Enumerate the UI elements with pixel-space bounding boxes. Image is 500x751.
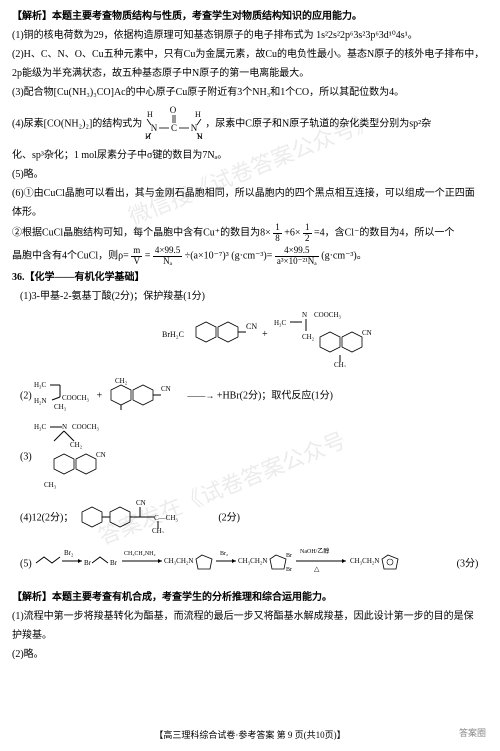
corner-tag: 答案圈 bbox=[459, 726, 486, 741]
text-fragment: (4)尿素[CO(NH₂)₂]的结构式为 bbox=[12, 118, 142, 129]
reagent-label: Br₂ bbox=[64, 549, 74, 557]
text-fragment: (3) bbox=[20, 451, 32, 462]
text-fragment: (5) bbox=[20, 558, 32, 569]
svg-text:H₃C: H₃C bbox=[34, 423, 46, 431]
text-line: (1)流程中第一步将羧基转化为酯基，而流程的最后一步又将酯基水解成羧基，因此设计… bbox=[12, 608, 488, 625]
fraction: 4×99.5a³×10⁻²¹Nₐ bbox=[275, 246, 319, 267]
fraction: 18 bbox=[273, 223, 282, 244]
chemical-structure-row: BrH₂C CN + H₃C N COOCH₃ CH₂ CN CH₃ bbox=[12, 307, 488, 373]
text-fragment: =4，含Cl⁻的数目为4，所以一个 bbox=[314, 228, 454, 239]
organic-structure: BrH₂C CN + H₃C N COOCH₃ CH₂ CN CH₃ bbox=[162, 307, 422, 367]
text-fragment: + bbox=[97, 390, 103, 401]
text-fragment: (4)12(2分)； bbox=[20, 512, 73, 523]
svg-text:CH₃: CH₃ bbox=[54, 403, 67, 411]
organic-structure: CN C—CH₃ CH₃ bbox=[76, 497, 216, 539]
text-line: (6)①由CuCl晶胞可以看出，其与金刚石晶胞相同，所以晶胞内的四个黑点相互连接… bbox=[12, 185, 488, 202]
text-line: 护羧基。 bbox=[12, 627, 488, 644]
text-fragment: (3分) bbox=[457, 558, 479, 569]
text-line: (1)铜的核电荷数为29，依据构造原理可知基态铜原子的电子排布式为 1s²2s²… bbox=[12, 27, 488, 44]
svg-text:Br: Br bbox=[84, 559, 92, 567]
svg-text:NaOH/乙醇: NaOH/乙醇 bbox=[300, 547, 329, 555]
text-line: (2)略。 bbox=[12, 646, 488, 663]
page-footer: 【高三理科综合试卷·参考答案 第 9 页(共10页)】 bbox=[0, 728, 500, 743]
svg-text:N: N bbox=[151, 123, 158, 133]
svg-text:CH₃CH₂N: CH₃CH₂N bbox=[350, 557, 379, 565]
svg-text:+: + bbox=[262, 329, 268, 340]
text-line: ②根据CuCl晶胞结构可知，每个晶胞中含有Cu⁺的数目为8× 18 +6× 12… bbox=[12, 223, 488, 244]
analysis-header: 【解析】本题主要考查有机合成，考查学生的分析推理和综合运用能力。 bbox=[12, 589, 488, 606]
text-fragment: ，尿素中C原子和N原子轨道的杂化类型分别为sp²杂 bbox=[205, 118, 431, 129]
fraction: 12 bbox=[303, 223, 312, 244]
svg-text:H: H bbox=[197, 132, 203, 139]
svg-text:Br: Br bbox=[286, 553, 292, 559]
svg-text:CN: CN bbox=[161, 385, 171, 393]
svg-text:O: O bbox=[170, 105, 177, 115]
svg-text:CH₃: CH₃ bbox=[334, 361, 347, 367]
svg-text:COOCH₃: COOCH₃ bbox=[72, 423, 100, 431]
answer-line: (1)3-甲基-2-氨基丁酸(2分)；保护羧基(1分) bbox=[12, 288, 488, 305]
svg-text:CH₂: CH₂ bbox=[70, 441, 83, 449]
text-line: (5)略。 bbox=[12, 166, 488, 183]
text-fragment: (g·cm⁻³)= bbox=[231, 250, 272, 261]
answer-line: (3) H₃C N COOCH₃ CH₂ CN CH₃ bbox=[12, 419, 488, 495]
svg-text:CN: CN bbox=[136, 499, 146, 507]
text-fragment: (g·cm⁻³)。 bbox=[321, 250, 366, 261]
text-line: (2)H、C、N、O、Cu五种元素中，只有Cu为金属元素，故Cu的电负性最小。基… bbox=[12, 46, 488, 63]
answer-line: (5) Br₂ Br Br CH₃CH₂NH₂ CH₃CH₂N Br₂ CH₃C… bbox=[12, 541, 488, 587]
svg-text:H₃C: H₃C bbox=[274, 319, 286, 327]
svg-text:CN: CN bbox=[96, 451, 106, 459]
text-line: 化、sp³杂化；1 mol尿素分子中σ键的数目为7Nₐ。 bbox=[12, 147, 488, 164]
svg-text:H₃C: H₃C bbox=[34, 381, 46, 389]
svg-text:CH₃CH₂NH₂: CH₃CH₂NH₂ bbox=[124, 551, 156, 557]
svg-text:COOCH₃: COOCH₃ bbox=[62, 394, 90, 402]
analysis-header: 【解析】本题主要考查物质结构与性质，考查学生对物质结构知识的应用能力。 bbox=[12, 8, 488, 25]
svg-text:N: N bbox=[302, 311, 307, 319]
text-fragment: +6× bbox=[284, 228, 300, 239]
svg-text:CN: CN bbox=[362, 329, 372, 337]
svg-text:△: △ bbox=[314, 565, 320, 573]
svg-text:CH₃: CH₃ bbox=[44, 481, 57, 489]
fraction: mV bbox=[131, 246, 142, 267]
svg-text:CH₃: CH₃ bbox=[152, 527, 165, 533]
organic-structure: H₃C N COOCH₃ CH₂ CN CH₃ bbox=[34, 419, 154, 495]
svg-text:COOCH₃: COOCH₃ bbox=[314, 311, 342, 319]
svg-text:CH₃CH₂N: CH₃CH₂N bbox=[164, 557, 193, 565]
text-fragment: (2) bbox=[20, 390, 32, 401]
organic-structure: H₃C H₂N COOCH₃ CH₃ bbox=[34, 375, 94, 417]
answer-line: (4)12(2分)； CN C—CH₃ CH₃ (2分) bbox=[12, 497, 488, 539]
urea-structure: O C N H H N H H bbox=[145, 103, 203, 145]
svg-text:Br₂: Br₂ bbox=[220, 551, 228, 557]
svg-text:N: N bbox=[62, 423, 67, 431]
svg-text:H: H bbox=[147, 110, 153, 119]
svg-text:CH₂: CH₂ bbox=[302, 333, 315, 341]
text-fragment: (2分) bbox=[218, 512, 240, 523]
text-line: 晶胞中含有4个CuCl，则ρ= mV = 4×99.5Nₐ ÷(a×10⁻⁷)³… bbox=[12, 246, 488, 267]
text-fragment: ②根据CuCl晶胞结构可知，每个晶胞中含有Cu⁺的数目为8× bbox=[12, 228, 271, 239]
svg-text:H₂N: H₂N bbox=[34, 397, 47, 405]
svg-text:H: H bbox=[195, 110, 201, 119]
svg-text:CH₂: CH₂ bbox=[115, 377, 128, 385]
svg-text:CN: CN bbox=[246, 322, 257, 331]
svg-text:BrH₂C: BrH₂C bbox=[162, 330, 184, 339]
text-line: 2p能级为半充满状态，故五种基态原子中N原子的第一电离能最大。 bbox=[12, 65, 488, 82]
text-line: (4)尿素[CO(NH₂)₂]的结构式为 O C N H H N H H ，尿素… bbox=[12, 103, 488, 145]
text-line: 体形。 bbox=[12, 204, 488, 221]
text-fragment: 晶胞中含有4个CuCl，则ρ= bbox=[12, 250, 129, 261]
text-fragment: +HBr(2分)；取代反应(1分) bbox=[217, 390, 333, 401]
reaction-scheme: Br₂ Br Br CH₃CH₂NH₂ CH₃CH₂N Br₂ CH₃CH₂N … bbox=[34, 541, 454, 587]
organic-structure: CN CH₂ bbox=[105, 375, 185, 417]
svg-text:Br: Br bbox=[110, 559, 118, 567]
fraction: 4×99.5Nₐ bbox=[153, 246, 182, 267]
svg-text:C: C bbox=[171, 123, 177, 133]
answer-line: (2) H₃C H₂N COOCH₃ CH₃ + CN CH₂ ——→ +HBr… bbox=[12, 375, 488, 417]
svg-text:H: H bbox=[145, 132, 151, 139]
svg-text:C—CH₃: C—CH₃ bbox=[154, 514, 178, 522]
svg-text:CH₃CH₂N: CH₃CH₂N bbox=[238, 557, 267, 565]
svg-text:Br: Br bbox=[286, 567, 292, 573]
section-header: 36.【化学——有机化学基础】 bbox=[12, 269, 488, 286]
text-line: (3)配合物[Cu(NH₃)₃CO]Ac的中心原子Cu原子附近有3个NH₃和1个… bbox=[12, 84, 488, 101]
